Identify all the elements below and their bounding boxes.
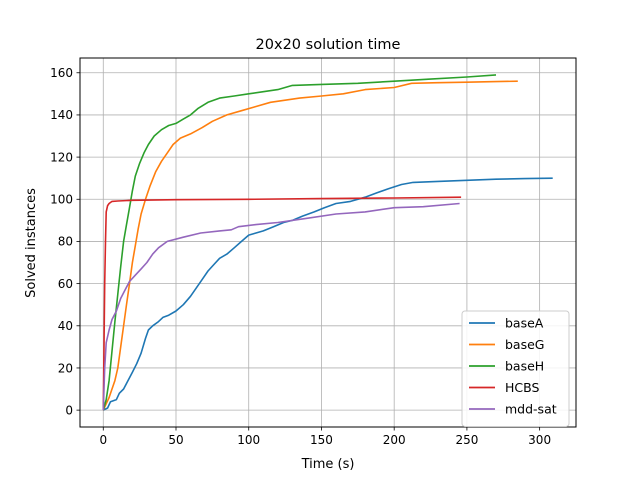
y-tick-label: 160 [50,66,73,80]
y-tick-label: 60 [58,277,73,291]
ticks: 0 50 100 150 200 250 300 0 20 40 60 80 100 120 140 160 [50,66,551,447]
x-tick-label: 300 [528,433,551,447]
series-line-baseH [102,74,497,411]
x-axis-label: Time (s) [301,457,355,472]
x-tick-label: 50 [168,433,183,447]
y-tick-label: 80 [58,235,73,249]
y-tick-label: 0 [65,403,73,417]
y-tick-label: 120 [50,150,73,164]
y-axis-label: Solved instances [24,188,39,298]
series-line-HCBS [102,196,462,411]
chart-title: 20x20 solution time [256,37,401,53]
legend-label: HCBS [505,380,539,395]
y-tick-label: 100 [50,193,73,207]
series-line-baseA [102,177,553,411]
legend-label: mdd-sat [505,402,557,417]
plot-frame [79,57,577,428]
y-tick-label: 140 [50,108,73,122]
y-tick-label: 20 [58,361,73,375]
legend-box [461,310,570,427]
x-tick-label: 200 [383,433,406,447]
y-tick-label: 40 [58,319,73,333]
x-tick-label: 150 [310,433,333,447]
x-tick-label: 250 [455,433,478,447]
legend-label: baseH [505,359,544,374]
x-tick-label: 100 [237,433,260,447]
x-tick-label: 0 [99,433,107,447]
legend: baseA baseG baseH HCBS mdd-sat [461,310,570,427]
series-line-mdd-sat [102,202,460,411]
series-layer [102,74,553,411]
legend-label: baseG [505,337,544,352]
legend-label: baseA [505,316,544,331]
series-line-baseG [102,80,518,411]
